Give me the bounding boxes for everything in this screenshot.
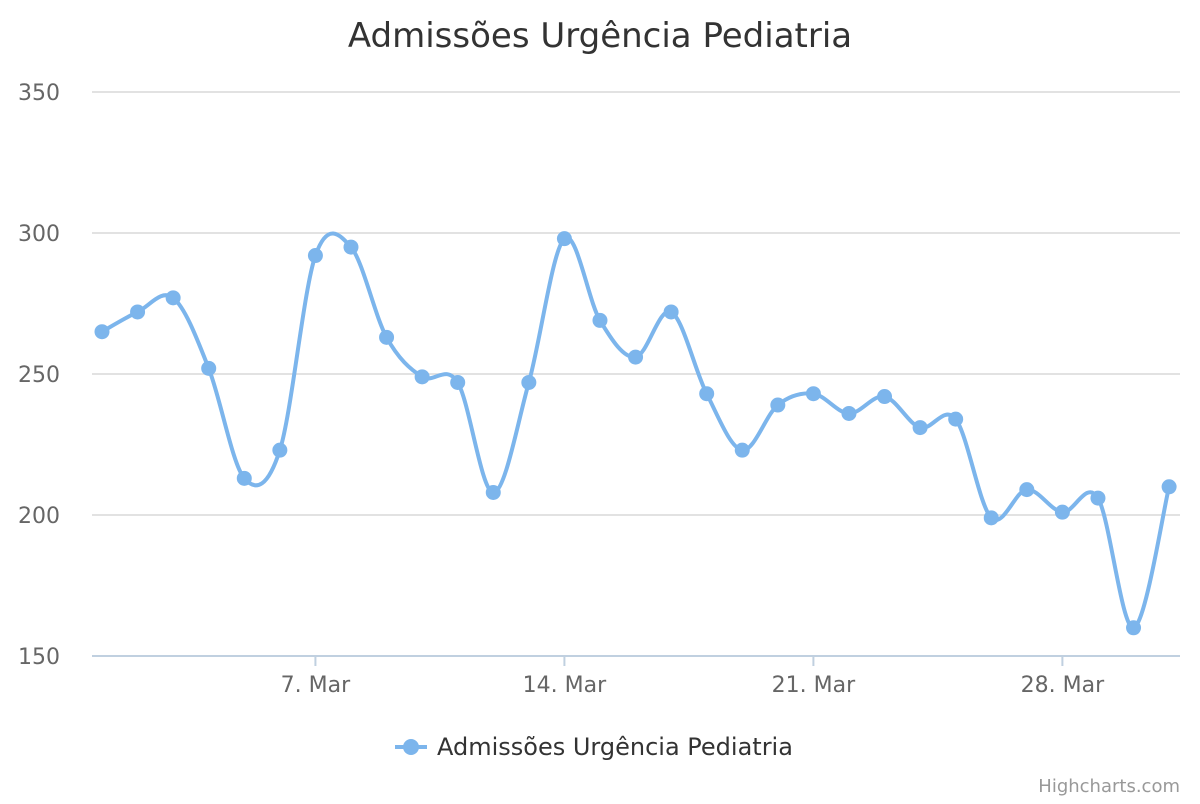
series-admissoes[interactable] xyxy=(94,231,1177,636)
y-tick-label: 150 xyxy=(18,645,60,670)
legend-label[interactable]: Admissões Urgência Pediatria xyxy=(437,733,793,761)
chart-title: Admissões Urgência Pediatria xyxy=(348,16,852,56)
data-point[interactable] xyxy=(734,442,750,458)
data-point[interactable] xyxy=(1054,504,1070,520)
y-tick-label: 300 xyxy=(18,222,60,247)
y-axis-labels: 150 200 250 300 350 xyxy=(18,81,60,670)
data-point[interactable] xyxy=(877,389,893,405)
data-point[interactable] xyxy=(272,442,288,458)
data-point[interactable] xyxy=(450,374,466,390)
x-axis: 7. Mar 14. Mar 21. Mar 28. Mar xyxy=(92,655,1180,698)
data-point[interactable] xyxy=(236,470,252,486)
grid-lines xyxy=(92,91,1180,516)
data-point[interactable] xyxy=(841,405,857,421)
series-line[interactable] xyxy=(100,231,1172,630)
data-point[interactable] xyxy=(1161,479,1177,495)
y-tick-label: 250 xyxy=(18,363,60,388)
data-point[interactable] xyxy=(165,290,181,306)
data-point[interactable] xyxy=(379,329,395,345)
x-tick-label: 14. Mar xyxy=(523,673,607,698)
data-point[interactable] xyxy=(912,420,928,436)
legend[interactable]: Admissões Urgência Pediatria xyxy=(395,733,793,761)
data-point[interactable] xyxy=(94,324,110,340)
data-point[interactable] xyxy=(201,360,217,376)
data-point[interactable] xyxy=(343,239,359,255)
data-point[interactable] xyxy=(699,386,715,402)
data-point[interactable] xyxy=(805,386,821,402)
data-point[interactable] xyxy=(983,510,999,526)
x-tick-label: 21. Mar xyxy=(772,673,856,698)
data-point[interactable] xyxy=(1019,482,1035,498)
data-point[interactable] xyxy=(663,304,679,320)
data-point[interactable] xyxy=(414,369,430,385)
data-point[interactable] xyxy=(521,374,537,390)
data-point[interactable] xyxy=(485,484,501,500)
data-point[interactable] xyxy=(130,304,146,320)
data-point[interactable] xyxy=(307,248,323,264)
data-point[interactable] xyxy=(592,312,608,328)
x-tick-label: 28. Mar xyxy=(1021,673,1105,698)
data-point[interactable] xyxy=(1090,490,1106,506)
data-point[interactable] xyxy=(1126,620,1142,636)
data-point[interactable] xyxy=(556,231,572,247)
credits-link[interactable]: Highcharts.com xyxy=(1038,776,1180,797)
legend-marker-symbol xyxy=(403,739,419,755)
data-point[interactable] xyxy=(948,411,964,427)
y-tick-label: 200 xyxy=(18,504,60,529)
y-tick-label: 350 xyxy=(18,81,60,106)
x-tick-label: 7. Mar xyxy=(281,673,351,698)
data-point[interactable] xyxy=(628,349,644,365)
data-point[interactable] xyxy=(770,397,786,413)
